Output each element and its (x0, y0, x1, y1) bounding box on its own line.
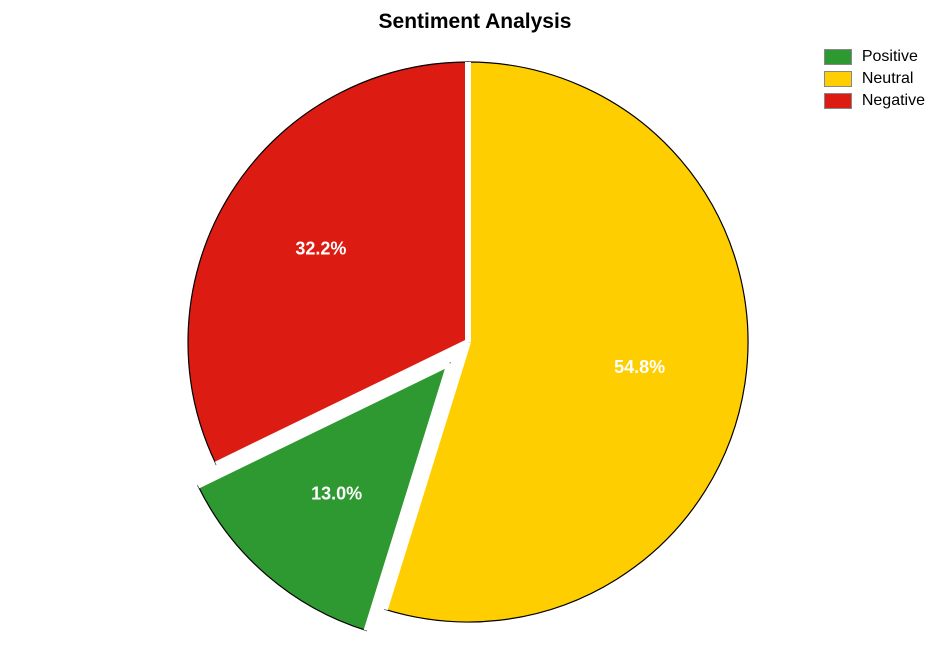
legend-label: Positive (862, 48, 918, 66)
legend-swatch-neutral (824, 71, 852, 87)
pie-chart: 32.2% 13.0% 54.8% (188, 62, 748, 622)
slice-label-negative: 32.2% (295, 239, 346, 259)
legend-swatch-negative (824, 93, 852, 109)
legend-swatch-positive (824, 49, 852, 65)
legend-item: Positive (824, 48, 925, 66)
legend-item: Negative (824, 92, 925, 110)
legend-item: Neutral (824, 70, 925, 88)
slice-label-neutral: 54.8% (614, 357, 665, 377)
legend: Positive Neutral Negative (824, 48, 925, 114)
legend-label: Neutral (862, 70, 914, 88)
legend-label: Negative (862, 92, 925, 110)
chart-title: Sentiment Analysis (0, 10, 950, 34)
slice-label-positive: 13.0% (311, 484, 362, 504)
